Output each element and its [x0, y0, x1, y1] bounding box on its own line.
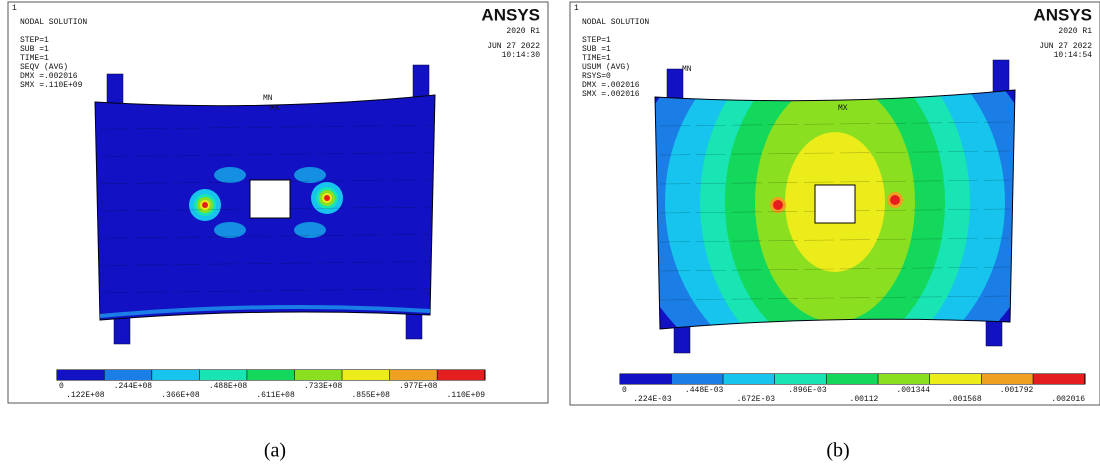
legend-swatch	[723, 374, 774, 384]
legend-label: .00112	[850, 395, 879, 404]
legend-label: .733E+08	[304, 382, 343, 391]
header-line: SMX =.002016	[582, 90, 640, 99]
time: 10:14:54	[1054, 51, 1093, 60]
legend-swatch	[200, 370, 247, 380]
legend-label: 0	[59, 382, 64, 391]
time: 10:14:30	[502, 51, 541, 60]
date: JUN 27 2022	[1039, 42, 1092, 51]
hole	[815, 185, 855, 223]
header-line: SUB =1	[582, 45, 611, 54]
version: 2020 R1	[1058, 27, 1092, 36]
legend-swatch	[105, 370, 152, 380]
legend-label: .855E+08	[351, 391, 390, 400]
legend-label: .001792	[1000, 386, 1034, 395]
legend-label: .001568	[948, 395, 982, 404]
legend-swatch	[390, 370, 437, 380]
legend-label: .110E+09	[447, 391, 486, 400]
legend-swatch	[437, 370, 484, 380]
legend-label: .672E-03	[737, 395, 776, 404]
panel-caption: (b)	[826, 440, 849, 462]
legend-swatch	[295, 370, 342, 380]
hot-spot	[890, 195, 900, 205]
legend-swatch	[982, 374, 1033, 384]
legend-swatch	[57, 370, 104, 380]
header-line: TIME=1	[582, 54, 611, 63]
header-line: NODAL SOLUTION	[20, 18, 87, 27]
max-marker: MX	[838, 104, 848, 113]
legend-label: .448E-03	[685, 386, 724, 395]
hot-spot	[773, 200, 783, 210]
legend-swatch	[152, 370, 199, 380]
stress-lobe	[214, 222, 246, 238]
legend-label: .122E+08	[66, 391, 105, 400]
max-marker: MX	[270, 104, 280, 113]
header-line: SMX =.110E+09	[20, 81, 83, 90]
legend-label: .611E+08	[256, 391, 295, 400]
legend-swatch	[620, 374, 671, 384]
stress-spot	[202, 202, 208, 208]
header-line: TIME=1	[20, 54, 49, 63]
hole	[250, 180, 290, 218]
version: 2020 R1	[506, 27, 540, 36]
header-line: SEQV (AVG)	[20, 63, 68, 72]
stress-lobe	[294, 167, 326, 183]
panel-caption: (a)	[264, 440, 286, 462]
legend-swatch	[672, 374, 723, 384]
figure: 1NODAL SOLUTIONSTEP=1SUB =1TIME=1SEQV (A…	[0, 0, 1100, 465]
legend-swatch	[775, 374, 826, 384]
header-line: USUM (AVG)	[582, 63, 630, 72]
legend-swatch	[878, 374, 929, 384]
header-line: DMX =.002016	[20, 72, 78, 81]
legend-swatch	[827, 374, 878, 384]
min-marker: MN	[682, 65, 692, 74]
legend-swatch	[930, 374, 981, 384]
page: {"panels": [ {"corner_label": "1", "head…	[0, 0, 1100, 465]
legend-swatch	[247, 370, 294, 380]
legend-label: .001344	[896, 386, 930, 395]
legend-label: .896E-03	[788, 386, 827, 395]
legend-label: .977E+08	[399, 382, 438, 391]
header-line: DMX =.002016	[582, 81, 640, 90]
header-line: STEP=1	[20, 36, 49, 45]
header-line: NODAL SOLUTION	[582, 18, 649, 27]
stress-lobe	[214, 167, 246, 183]
date: JUN 27 2022	[487, 42, 540, 51]
support	[993, 60, 1009, 94]
legend-label: .002016	[1051, 395, 1085, 404]
legend-label: 0	[622, 386, 627, 395]
corner-label: 1	[574, 4, 579, 13]
header-line: SUB =1	[20, 45, 49, 54]
legend-swatch	[1033, 374, 1084, 384]
legend-swatch	[342, 370, 389, 380]
stress-spot	[324, 195, 330, 201]
header-line: RSYS=0	[582, 72, 611, 81]
legend-label: .366E+08	[161, 391, 200, 400]
header-line: STEP=1	[582, 36, 611, 45]
min-marker: MN	[263, 94, 273, 103]
brand: ANSYS	[481, 5, 540, 24]
legend-label: .488E+08	[209, 382, 248, 391]
support	[413, 65, 429, 99]
legend-label: .244E+08	[114, 382, 153, 391]
legend-label: .224E-03	[633, 395, 672, 404]
brand: ANSYS	[1033, 5, 1092, 24]
corner-label: 1	[12, 4, 17, 13]
